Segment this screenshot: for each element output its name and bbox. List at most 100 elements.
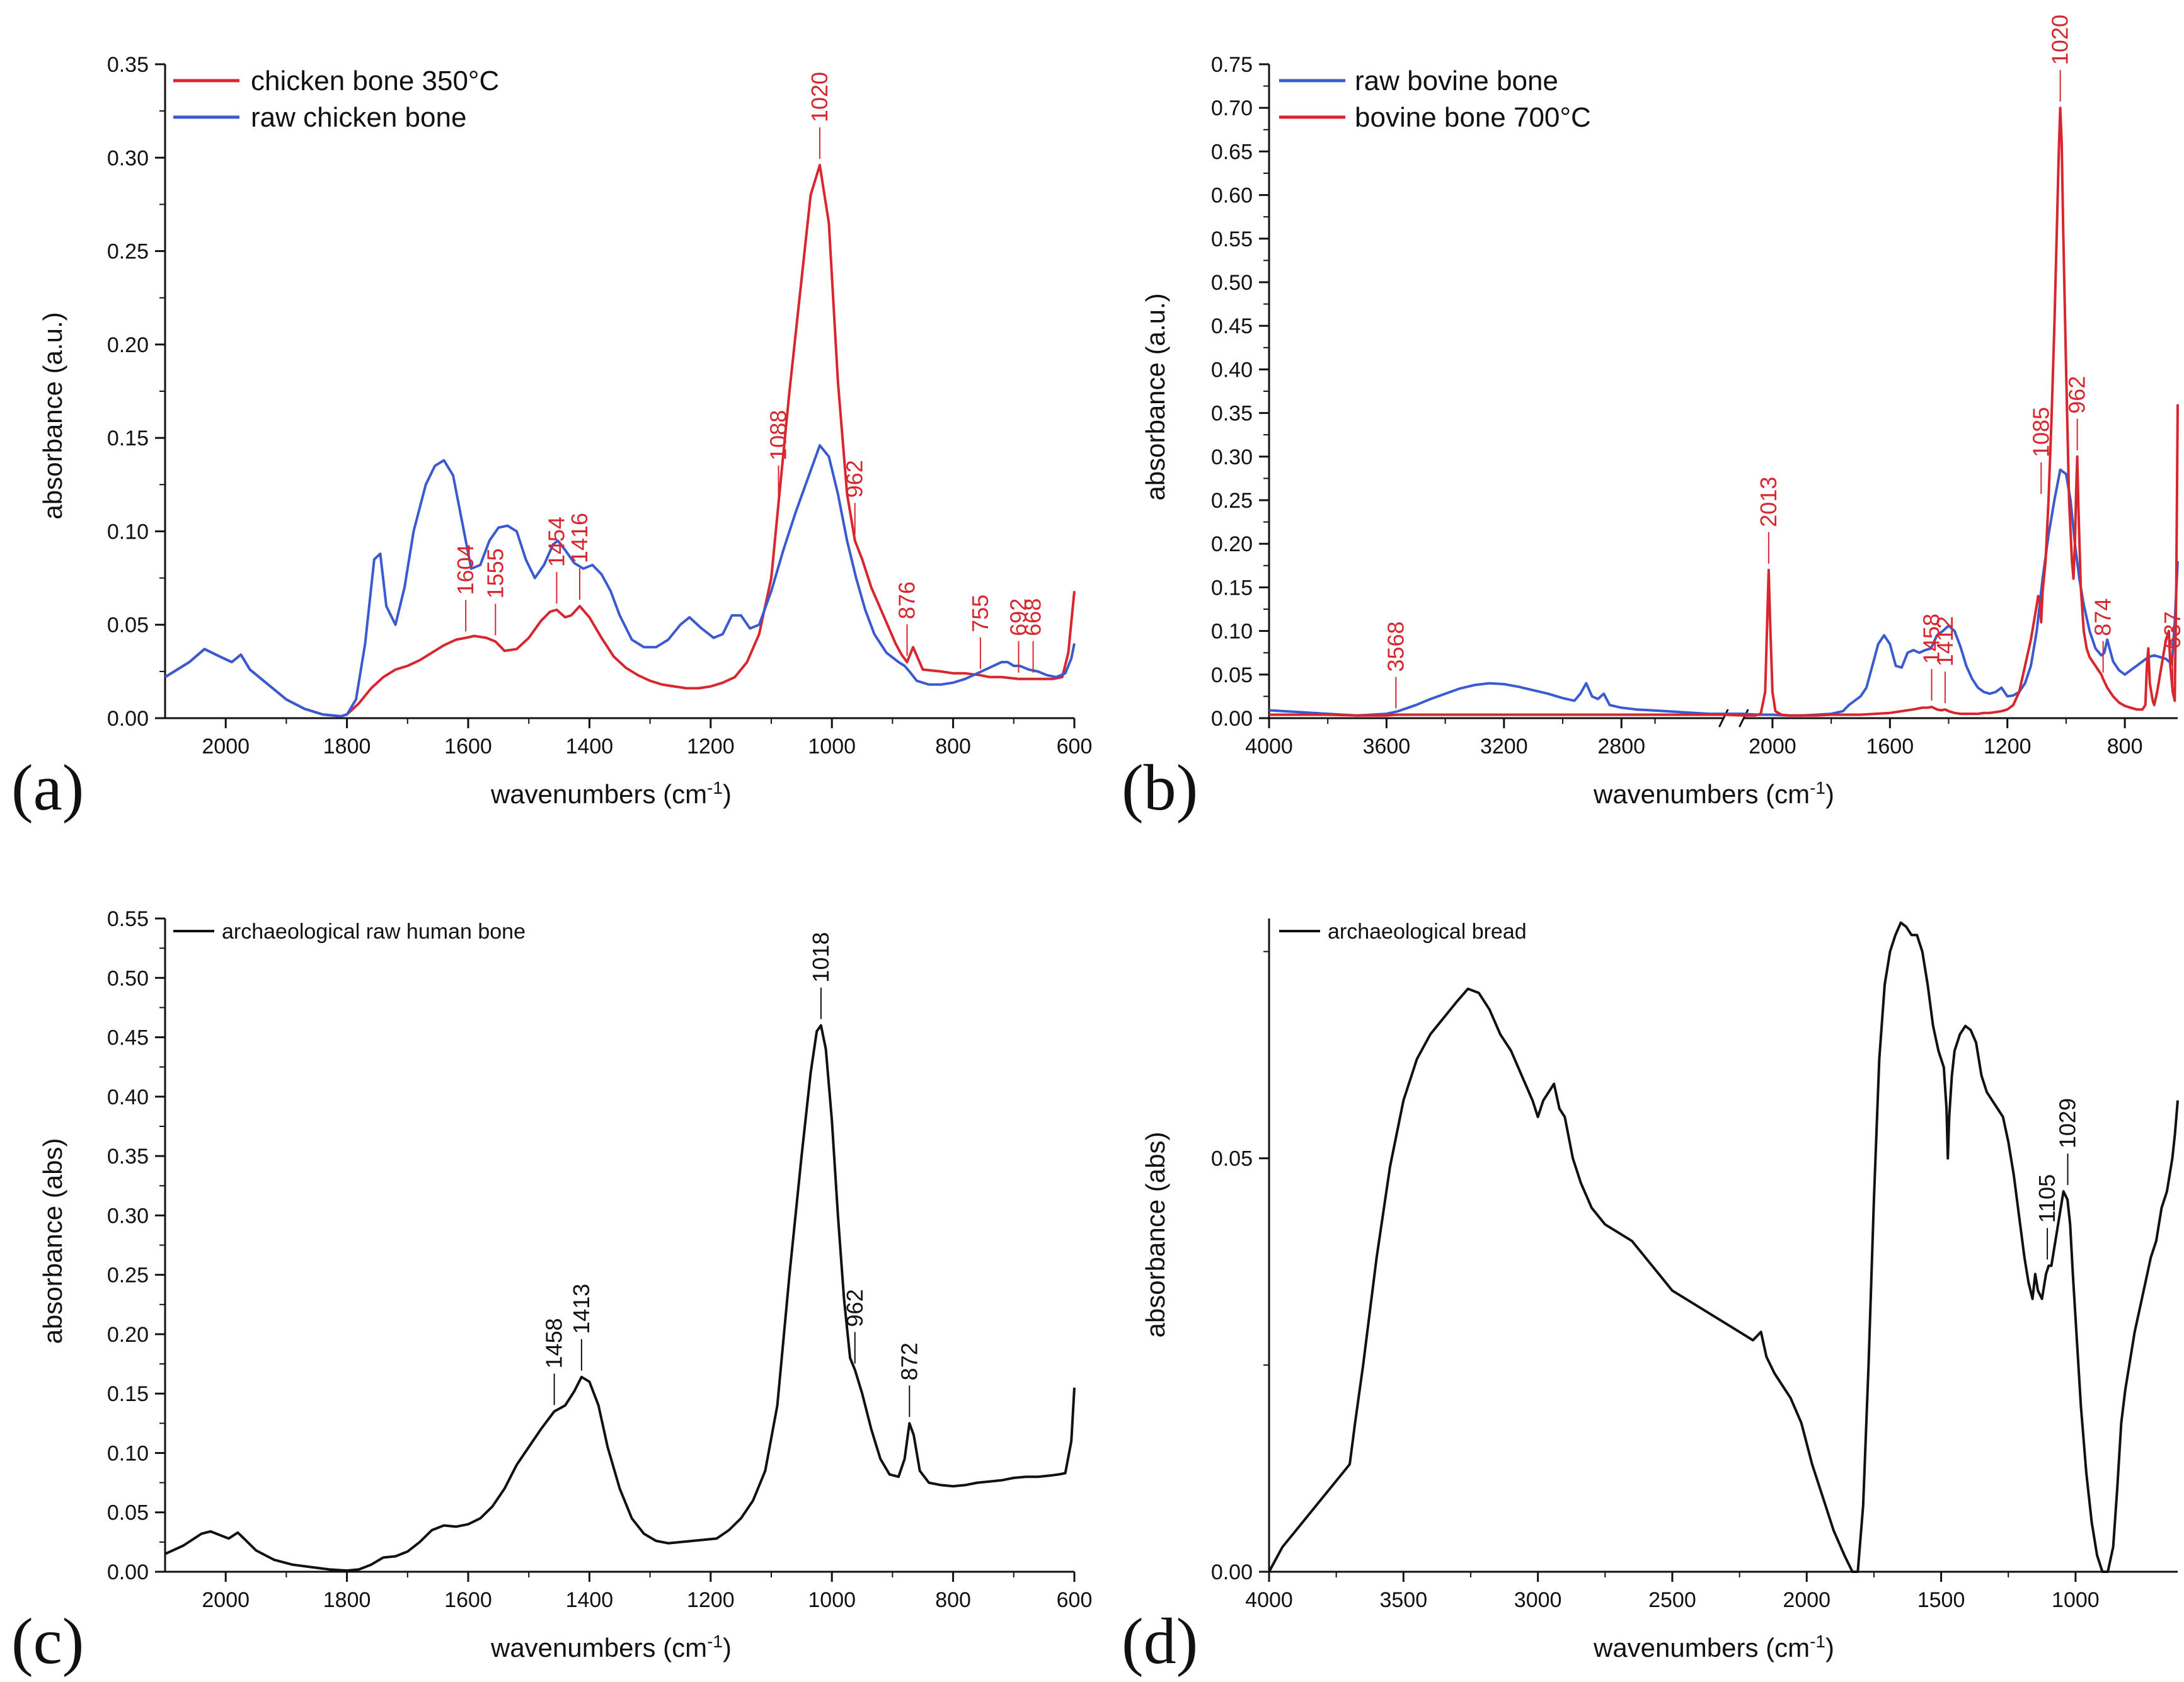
- panel-a-y-tick-label: 0.10: [107, 520, 149, 544]
- panel-a-annotation-label: 692: [1005, 598, 1031, 636]
- panel-c-annotation-label: 872: [896, 1342, 922, 1380]
- panel-d-ylabel: absorbance (abs): [1141, 1132, 1170, 1338]
- panel-a-x-tick-label: 1000: [808, 735, 856, 758]
- panel-a-y-tick-label: 0.05: [107, 614, 149, 638]
- panel-c-x-tick-label: 1600: [444, 1588, 492, 1612]
- panel-c: (c) absorbance (abs) wavenumbers (cm-1) …: [11, 907, 1092, 1678]
- panel-d-y-tick-label: 0.05: [1211, 1147, 1253, 1171]
- panel-c-annotation-label: 1018: [808, 932, 834, 983]
- panel-c-y-tick-label: 0.45: [107, 1026, 149, 1050]
- panel-b-x-tick-label: 800: [2107, 735, 2143, 758]
- panel-b-annotation-label: 3568: [1382, 621, 1408, 672]
- panel-b-xlabel: wavenumbers (cm-1): [1593, 778, 1834, 810]
- panel-c-x-tick-label: 1400: [566, 1588, 614, 1612]
- panel-d-x-tick-label: 2500: [1648, 1588, 1696, 1612]
- panel-a-annotation-label: 1604: [452, 544, 478, 595]
- panel-c-ylabel: absorbance (abs): [38, 1138, 67, 1344]
- panel-a-x-tick-label: 800: [935, 735, 971, 758]
- panel-b-y-tick-label: 0.65: [1211, 140, 1253, 164]
- panel-c-y-tick-label: 0.30: [107, 1204, 149, 1228]
- panel-a-annotation-label: 1555: [482, 548, 508, 598]
- panel-d-x-tick-label: 3500: [1379, 1588, 1427, 1612]
- panel-d-series-line-1: [1268, 921, 2179, 1573]
- panel-a-letter: (a): [11, 752, 84, 824]
- panel-c-xlabel: wavenumbers (cm-1): [490, 1632, 732, 1663]
- panel-b-y-tick-label: 0.45: [1211, 314, 1253, 338]
- panel-b-annotation-label: 1412: [1932, 616, 1958, 667]
- panel-c-y-tick-label: 0.40: [107, 1085, 149, 1109]
- panel-b-annotation-label: 1085: [2028, 407, 2054, 457]
- panel-c-series-line-1: [164, 1024, 1076, 1572]
- panel-d-legend: archaeological bread: [1279, 920, 1527, 944]
- panel-c-y-tick-label: 0.50: [107, 966, 149, 990]
- legend-label-bread: archaeological bread: [1328, 920, 1527, 944]
- panel-a-annotation-label: 1088: [766, 410, 791, 461]
- legend-label-raw-bovine: raw bovine bone: [1355, 66, 1558, 96]
- panel-c-annotation-label: 962: [842, 1289, 868, 1327]
- panel-b-x-tick-label: 1200: [1984, 735, 2032, 758]
- panel-d-annotation-label: 1029: [2055, 1098, 2081, 1148]
- panel-a-x-tick-label: 1800: [323, 735, 371, 758]
- panel-c-y-tick-label: 0.00: [107, 1560, 149, 1584]
- panel-c-x-tick-label: 1200: [687, 1588, 735, 1612]
- panel-d: (d) absorbance (abs) wavenumbers (cm-1) …: [1122, 918, 2179, 1678]
- panel-b-x-tick-label: 4000: [1245, 735, 1293, 758]
- panel-c-y-tick-label: 0.10: [107, 1441, 149, 1465]
- panel-b-series-line-2: [1269, 106, 2179, 717]
- panel-a-annotation-label: 1416: [566, 513, 592, 563]
- panel-b: (b) absorbance (a.u.) wavenumbers (cm-1)…: [1122, 14, 2184, 824]
- panel-a-annotation-label: 962: [842, 460, 868, 498]
- panel-c-annotation-label: 1458: [541, 1318, 567, 1368]
- panel-b-annotation-label: 962: [2064, 376, 2090, 414]
- panel-c-annotation-label: 1413: [568, 1284, 594, 1334]
- panel-b-annotation-label: 1458: [1918, 614, 1944, 664]
- panel-b-y-tick-label: 0.05: [1211, 663, 1253, 687]
- panel-b-y-tick-label: 0.50: [1211, 271, 1253, 295]
- panel-b-x-tick-label: 2800: [1597, 735, 1645, 758]
- panel-c-x-tick-label: 1000: [808, 1588, 856, 1612]
- panel-b-annotation-label: 874: [2090, 598, 2116, 636]
- panel-a-annotation-label: 876: [894, 581, 919, 619]
- panel-b-annotation-label: 2013: [1756, 477, 1781, 527]
- panel-d-y-tick-label: 0.00: [1211, 1560, 1253, 1584]
- panel-b-ylabel: absorbance (a.u.): [1141, 293, 1170, 500]
- panel-c-y-tick-label: 0.25: [107, 1264, 149, 1288]
- panel-b-letter: (b): [1122, 752, 1198, 824]
- panel-b-axis-break-mark: [1738, 709, 1749, 728]
- panel-d-xlabel: wavenumbers (cm-1): [1593, 1632, 1834, 1663]
- panel-a-annotation-label: 755: [967, 595, 993, 632]
- panel-a: (a) absorbance (a.u.) wavenumbers (cm-1)…: [11, 53, 1092, 824]
- panel-b-y-tick-label: 0.10: [1211, 620, 1253, 644]
- panel-d-x-tick-label: 3000: [1514, 1588, 1562, 1612]
- panel-c-x-tick-label: 1800: [323, 1588, 371, 1612]
- panel-a-annotation-label: 1020: [807, 72, 832, 122]
- panel-d-x-tick-label: 1500: [1917, 1588, 1965, 1612]
- panel-c-x-tick-label: 800: [935, 1588, 971, 1612]
- panel-b-y-tick-label: 0.00: [1211, 707, 1253, 731]
- panel-b-y-tick-label: 0.70: [1211, 96, 1253, 120]
- panel-b-y-tick-label: 0.40: [1211, 358, 1253, 382]
- panel-b-y-tick-label: 0.15: [1211, 576, 1253, 600]
- panel-c-y-tick-label: 0.05: [107, 1501, 149, 1525]
- panel-b-y-tick-label: 0.25: [1211, 489, 1253, 513]
- panel-d-x-tick-label: 4000: [1245, 1588, 1293, 1612]
- panel-c-x-tick-label: 600: [1057, 1588, 1093, 1612]
- panel-b-x-tick-label: 1600: [1866, 735, 1914, 758]
- panel-a-series-line-2: [164, 444, 1076, 718]
- panel-b-y-tick-label: 0.20: [1211, 532, 1253, 556]
- panel-a-x-tick-label: 600: [1057, 735, 1093, 758]
- panel-b-series-line-1: [1268, 468, 2179, 717]
- legend-label-chicken-350: chicken bone 350°C: [251, 66, 499, 96]
- panel-a-annotation-label: 668: [1020, 598, 1046, 636]
- panel-b-axis-break-mark: [1718, 709, 1729, 728]
- panel-b-annotation-label: 637: [2159, 611, 2184, 649]
- legend-label-bovine-700: bovine bone 700°C: [1355, 102, 1591, 133]
- panel-a-y-tick-label: 0.35: [107, 53, 149, 77]
- panel-b-annotation-label: 1020: [2047, 14, 2073, 65]
- panel-c-y-tick-label: 0.20: [107, 1323, 149, 1347]
- panel-b-axes: 4000 3600 3200 2800 2000 1600 1200 800 0.00 0.05 0…: [1211, 53, 2178, 758]
- panel-a-x-tick-label: 1400: [566, 735, 614, 758]
- panel-d-axes: 4000 3500 3000 2500 2000 1500 1000 0.00 0.05: [1211, 918, 2178, 1612]
- panel-d-x-tick-label: 2000: [1783, 1588, 1831, 1612]
